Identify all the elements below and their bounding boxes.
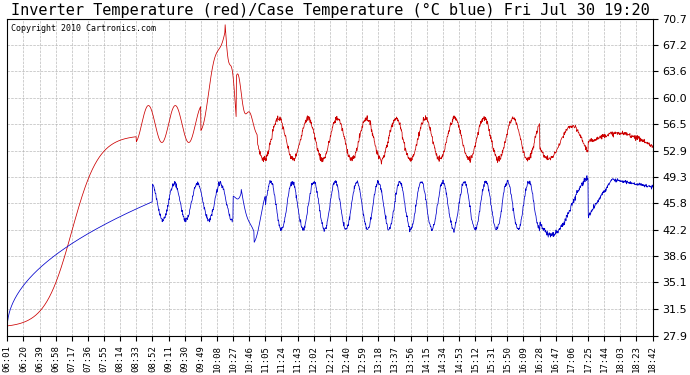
Text: Copyright 2010 Cartronics.com: Copyright 2010 Cartronics.com	[10, 24, 155, 33]
Title: Inverter Temperature (red)/Case Temperature (°C blue) Fri Jul 30 19:20: Inverter Temperature (red)/Case Temperat…	[10, 3, 649, 18]
